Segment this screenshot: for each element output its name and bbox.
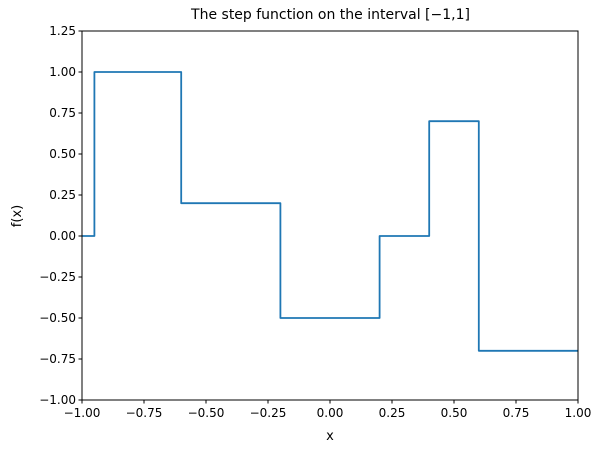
- y-tick-label: −0.25: [39, 270, 76, 284]
- plot-frame: [81, 30, 579, 401]
- y-tick-label: 0.75: [49, 106, 76, 120]
- x-tick-label: 1.00: [565, 406, 592, 420]
- y-tick-label: −0.75: [39, 352, 76, 366]
- y-tick-label: 0.25: [49, 188, 76, 202]
- y-tick-label: 0.00: [49, 229, 76, 243]
- x-axis-label: x: [326, 429, 334, 444]
- x-tick-label: −0.75: [126, 406, 163, 420]
- y-tick-label: 1.25: [49, 24, 76, 38]
- y-tick-label: 0.50: [49, 147, 76, 161]
- x-tick-label: 0.50: [441, 406, 468, 420]
- x-tick-label: −0.25: [250, 406, 287, 420]
- y-tick-label: 1.00: [49, 65, 76, 79]
- x-axis-ticks: −1.00 −0.75 −0.50 −0.25 0.00 0.25 0.50 0.75 1.00: [64, 400, 592, 420]
- plot-series: [82, 71, 578, 352]
- y-axis-label: f(x): [10, 205, 25, 227]
- x-tick-label: 0.75: [503, 406, 530, 420]
- x-tick-label: 0.25: [379, 406, 406, 420]
- x-tick-label: −0.50: [188, 406, 225, 420]
- y-tick-label: −0.50: [39, 311, 76, 325]
- chart-title: The step function on the interval [−1,1]: [190, 7, 470, 23]
- step-series-line: [82, 71, 578, 352]
- x-tick-label: 0.00: [317, 406, 344, 420]
- x-tick-label: −1.00: [64, 406, 101, 420]
- y-tick-label: −1.00: [39, 393, 76, 407]
- y-axis-ticks: −1.00 −0.75 −0.50 −0.25 0.00 0.25 0.50 0.75 1.00…: [39, 24, 82, 407]
